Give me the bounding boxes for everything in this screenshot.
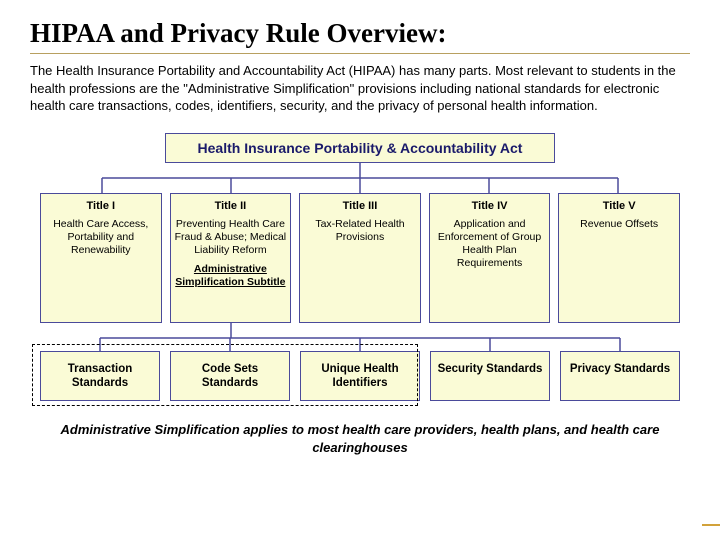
title-1-body: Health Care Access, Portability and Rene… (45, 218, 157, 257)
title-2-box: Title II Preventing Health Care Fraud & … (170, 193, 292, 323)
std-identifiers: Unique Health Identifiers (300, 351, 420, 402)
title-row: Title I Health Care Access, Portability … (40, 193, 680, 323)
title-2-body: Preventing Health Care Fraud & Abuse; Me… (175, 218, 287, 257)
std-codesets: Code Sets Standards (170, 351, 290, 402)
title-4-body: Application and Enforcement of Group Hea… (434, 218, 546, 271)
title-3-box: Title III Tax-Related Health Provisions (299, 193, 421, 323)
title-5-head: Title V (603, 200, 636, 212)
title-2-head: Title II (215, 200, 247, 212)
title-5-body: Revenue Offsets (580, 218, 658, 231)
page-title: HIPAA and Privacy Rule Overview: (30, 18, 690, 54)
intro-paragraph: The Health Insurance Portability and Acc… (30, 62, 690, 115)
footer-note: Administrative Simplification applies to… (40, 421, 680, 456)
title-5-box: Title V Revenue Offsets (558, 193, 680, 323)
title-2-sub: Administrative Simplification Subtitle (175, 263, 287, 289)
title-1-head: Title I (87, 200, 116, 212)
standards-row: Transaction Standards Code Sets Standard… (40, 351, 680, 402)
std-transaction: Transaction Standards (40, 351, 160, 402)
root-node: Health Insurance Portability & Accountab… (165, 133, 555, 163)
hipaa-diagram: Health Insurance Portability & Accountab… (40, 133, 680, 457)
std-security: Security Standards (430, 351, 550, 402)
title-3-head: Title III (343, 200, 378, 212)
title-4-box: Title IV Application and Enforcement of … (429, 193, 551, 323)
title-3-body: Tax-Related Health Provisions (304, 218, 416, 244)
title-1-box: Title I Health Care Access, Portability … (40, 193, 162, 323)
std-privacy: Privacy Standards (560, 351, 680, 402)
title-4-head: Title IV (472, 200, 508, 212)
corner-accent (702, 524, 720, 526)
